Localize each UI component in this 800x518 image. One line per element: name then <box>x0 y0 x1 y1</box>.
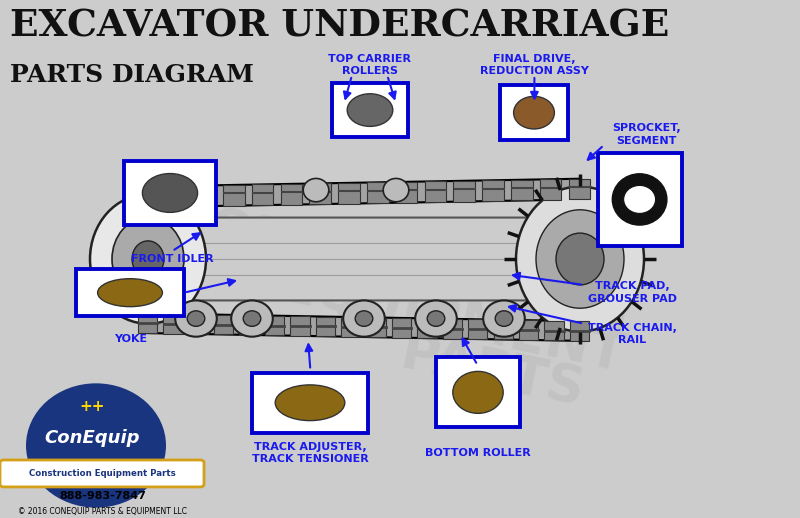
Bar <box>76 269 184 316</box>
Bar <box>163 314 182 334</box>
Bar <box>482 180 504 201</box>
Bar <box>468 319 487 339</box>
Bar <box>570 321 589 341</box>
Ellipse shape <box>26 383 166 508</box>
Bar <box>338 183 360 204</box>
FancyBboxPatch shape <box>0 460 204 487</box>
Text: TRACK PAD,
GROUSER PAD: TRACK PAD, GROUSER PAD <box>588 281 677 304</box>
Ellipse shape <box>90 194 206 324</box>
Bar <box>138 313 157 333</box>
Ellipse shape <box>231 300 273 337</box>
Bar <box>137 186 158 207</box>
FancyBboxPatch shape <box>180 218 532 300</box>
Text: TRACK CHAIN,
RAIL: TRACK CHAIN, RAIL <box>588 323 677 346</box>
Bar <box>341 317 360 337</box>
Bar <box>519 320 538 340</box>
Bar <box>598 153 682 246</box>
Bar <box>166 186 187 207</box>
Text: BOTTOM ROLLER: BOTTOM ROLLER <box>425 448 530 458</box>
Bar <box>540 179 562 200</box>
Bar <box>194 185 216 206</box>
Bar <box>418 319 437 338</box>
Ellipse shape <box>556 233 604 285</box>
Text: 888-983-7847: 888-983-7847 <box>59 491 146 501</box>
Bar <box>265 315 284 335</box>
Bar <box>396 182 418 203</box>
Ellipse shape <box>142 174 198 212</box>
Bar <box>252 184 274 205</box>
Bar <box>316 316 335 336</box>
Text: TOP CARRIER
ROLLERS: TOP CARRIER ROLLERS <box>328 53 411 76</box>
Bar <box>569 179 590 199</box>
Text: TRACK ADJUSTER,
TRACK TENSIONER: TRACK ADJUSTER, TRACK TENSIONER <box>252 442 369 465</box>
Ellipse shape <box>112 218 184 300</box>
Ellipse shape <box>514 96 554 129</box>
Ellipse shape <box>495 311 513 326</box>
Ellipse shape <box>98 279 162 307</box>
Text: PARTS DIAGRAM: PARTS DIAGRAM <box>10 63 254 87</box>
Bar <box>436 357 520 427</box>
Text: PARTS: PARTS <box>395 328 589 418</box>
Bar <box>425 181 446 202</box>
Bar <box>494 320 513 339</box>
Ellipse shape <box>483 300 525 337</box>
Ellipse shape <box>132 241 164 277</box>
Bar <box>252 373 368 433</box>
Bar <box>239 315 258 335</box>
Text: © 2016 CONEQUIP PARTS & EQUIPMENT LLC: © 2016 CONEQUIP PARTS & EQUIPMENT LLC <box>18 507 187 516</box>
Ellipse shape <box>453 371 503 413</box>
Ellipse shape <box>383 178 409 202</box>
Bar <box>214 315 234 335</box>
Bar <box>189 314 208 334</box>
Ellipse shape <box>243 311 261 326</box>
Text: CONSTRUCTION: CONSTRUCTION <box>166 195 634 343</box>
Bar <box>124 161 216 225</box>
Text: ConEquip: ConEquip <box>44 429 140 447</box>
Text: YOKE: YOKE <box>114 334 147 344</box>
Bar <box>544 321 564 340</box>
Bar <box>310 183 331 204</box>
Bar <box>442 319 462 339</box>
Text: SPROCKET,
SEGMENT: SPROCKET, SEGMENT <box>612 123 681 146</box>
Bar <box>500 85 568 140</box>
Ellipse shape <box>427 311 445 326</box>
Text: ++: ++ <box>79 399 105 414</box>
Ellipse shape <box>612 174 667 225</box>
Ellipse shape <box>275 385 345 421</box>
Ellipse shape <box>536 210 624 308</box>
Bar <box>392 318 411 338</box>
Bar <box>332 83 408 137</box>
Ellipse shape <box>347 94 393 126</box>
Text: EQUIPMENT: EQUIPMENT <box>275 260 629 383</box>
Bar <box>223 185 245 206</box>
Bar <box>367 182 389 203</box>
Ellipse shape <box>624 185 655 213</box>
Text: FINAL DRIVE,
REDUCTION ASSY: FINAL DRIVE, REDUCTION ASSY <box>480 53 589 76</box>
Text: EXCAVATOR UNDERCARRIAGE: EXCAVATOR UNDERCARRIAGE <box>10 8 669 45</box>
Bar <box>454 181 475 202</box>
Bar <box>366 318 386 337</box>
Ellipse shape <box>175 300 217 337</box>
Ellipse shape <box>516 186 644 332</box>
Text: Construction Equipment Parts: Construction Equipment Parts <box>29 469 176 478</box>
Ellipse shape <box>355 311 373 326</box>
Ellipse shape <box>187 311 205 326</box>
Bar <box>281 184 302 205</box>
Ellipse shape <box>303 178 329 202</box>
Bar <box>511 180 533 200</box>
Text: FRONT IDLER: FRONT IDLER <box>130 254 214 264</box>
Ellipse shape <box>415 300 457 337</box>
Ellipse shape <box>343 300 385 337</box>
Bar <box>290 316 310 336</box>
